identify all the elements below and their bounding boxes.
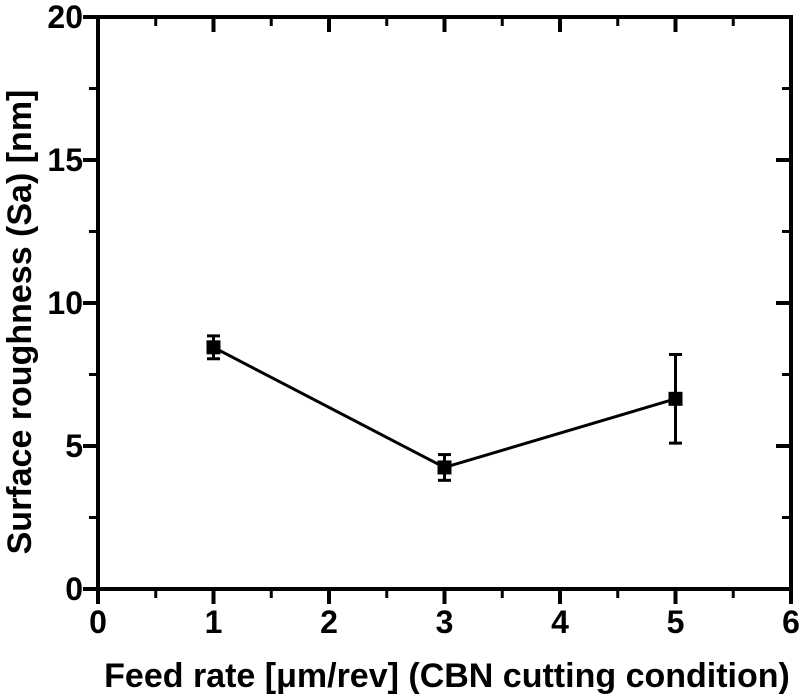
x-tick-label: 3: [436, 604, 454, 640]
x-tick-label: 5: [667, 604, 685, 640]
plot-area: 0 1 2 3 4 5 6 0 5 10 15 20: [47, 0, 799, 640]
x-tick-label: 2: [320, 604, 338, 640]
plot-frame: [96, 15, 793, 591]
x-axis-title: Feed rate [μm/rev] (CBN cutting conditio…: [104, 657, 790, 695]
y-tick-label: 5: [65, 428, 83, 464]
x-tick-label: 0: [89, 604, 107, 640]
data-point-marker: [668, 391, 683, 406]
y-tick-label: 10: [47, 285, 83, 321]
series-line: [212, 345, 676, 470]
y-tick-label: 15: [47, 142, 83, 178]
x-tick-label: 1: [205, 604, 223, 640]
data-point-marker: [206, 340, 221, 355]
y-tick-label: 20: [47, 0, 83, 35]
y-axis-title: Surface roughness (Sa) [nm]: [1, 90, 39, 555]
y-tick-label: 0: [65, 571, 83, 607]
x-tick-label: 6: [782, 604, 800, 640]
data-point-marker: [437, 460, 452, 475]
x-tick-label: 4: [551, 604, 569, 640]
